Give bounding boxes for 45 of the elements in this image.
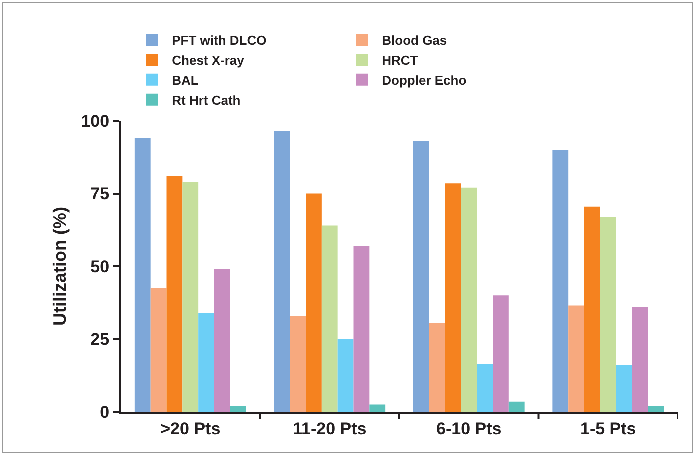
bar [648, 406, 664, 412]
legend-label: BAL [172, 73, 199, 88]
bar [370, 404, 386, 412]
y-tick-label: 50 [90, 257, 110, 276]
bar [322, 226, 338, 412]
bar [182, 182, 199, 412]
bar [354, 246, 370, 412]
bar [214, 269, 230, 412]
bar [584, 206, 600, 412]
x-tick-label: 1-5 Pts [580, 419, 636, 438]
x-tick-label: >20 Pts [160, 419, 221, 438]
legend-label: Rt Hrt Cath [172, 92, 241, 108]
y-tick-label: 100 [81, 112, 110, 131]
bar [508, 402, 525, 412]
bar [461, 188, 478, 412]
bar [274, 131, 290, 412]
bar [338, 339, 354, 412]
bar [632, 307, 648, 412]
legend-label: Doppler Echo [382, 73, 467, 88]
bar [306, 194, 322, 412]
bar [493, 296, 509, 412]
bar [166, 176, 183, 412]
y-tick-label: 25 [90, 330, 110, 350]
bar [290, 316, 306, 412]
bar [600, 217, 616, 412]
legend-label: PFT with DLCO [172, 33, 267, 48]
bar [198, 313, 214, 412]
bar [230, 406, 246, 412]
bar [616, 365, 632, 412]
bar [477, 364, 493, 412]
x-tick-label: 11-20 Pts [293, 419, 367, 438]
x-tick-label: 6-10 Pts [436, 419, 502, 438]
bar [429, 323, 446, 412]
bar [134, 138, 151, 412]
legend-label: Chest X-ray [172, 53, 246, 68]
bar [445, 184, 462, 412]
bar [413, 141, 430, 412]
bar [552, 150, 569, 412]
bar [568, 306, 584, 412]
bar [150, 288, 167, 412]
legend-label: Blood Gas [382, 33, 448, 48]
y-tick-label: 75 [90, 184, 110, 204]
y-tick-label: 0 [100, 402, 110, 422]
y-axis-title: Utilization (%) [50, 207, 70, 326]
legend-label: HRCT [382, 53, 418, 68]
